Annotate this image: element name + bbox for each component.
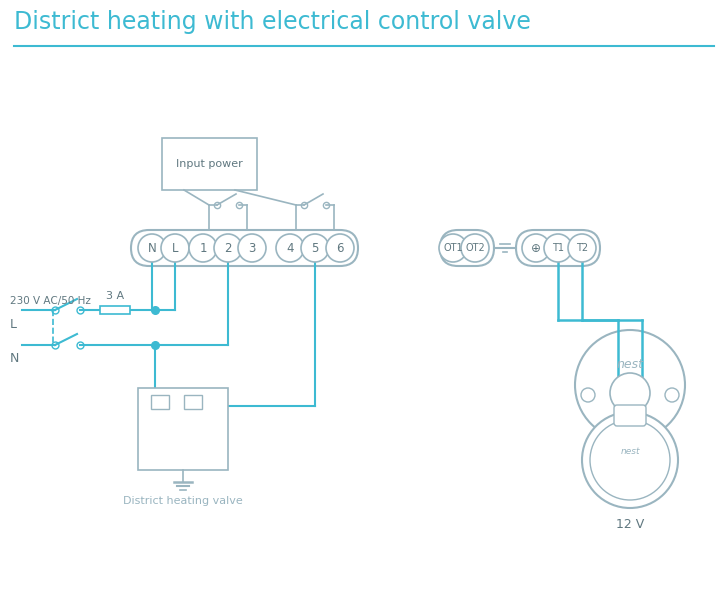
Circle shape [161,234,189,262]
Text: 4: 4 [286,242,294,254]
Text: N: N [156,396,165,409]
Circle shape [238,234,266,262]
Text: 3 A: 3 A [106,291,124,301]
Text: N: N [148,242,157,254]
Text: 12 V: 12 V [616,518,644,531]
Text: L: L [172,242,178,254]
FancyBboxPatch shape [516,230,600,266]
Circle shape [301,234,329,262]
Circle shape [461,234,489,262]
Circle shape [568,234,596,262]
Text: District heating with electrical control valve: District heating with electrical control… [14,10,531,34]
Circle shape [214,234,242,262]
Bar [138,388,228,470]
Text: 2: 2 [224,242,232,254]
Text: L: L [190,396,197,409]
Text: nest: nest [620,447,640,457]
Circle shape [665,388,679,402]
Text: T2: T2 [576,243,588,253]
Text: 230 V AC/50 Hz: 230 V AC/50 Hz [10,296,91,306]
Circle shape [138,234,166,262]
Text: OT2: OT2 [465,243,485,253]
Circle shape [581,388,595,402]
Circle shape [544,234,572,262]
Text: District heating valve: District heating valve [123,496,243,506]
Text: L: L [10,318,17,330]
Text: 5: 5 [312,242,319,254]
Bar [162,138,257,190]
Circle shape [276,234,304,262]
Text: 1: 1 [199,242,207,254]
Circle shape [575,330,685,440]
Text: T1: T1 [552,243,564,253]
Bar [100,306,130,314]
Circle shape [590,420,670,500]
Circle shape [522,234,550,262]
Circle shape [439,234,467,262]
Text: 3: 3 [248,242,256,254]
FancyBboxPatch shape [131,230,358,266]
FancyBboxPatch shape [614,405,646,426]
Text: ⊕: ⊕ [531,242,541,254]
Bar [184,395,202,409]
Text: N: N [10,352,20,365]
FancyBboxPatch shape [440,230,494,266]
Circle shape [189,234,217,262]
Text: OT1: OT1 [443,243,463,253]
Bar [151,395,169,409]
Circle shape [582,412,678,508]
Circle shape [610,373,650,413]
Text: 6: 6 [336,242,344,254]
Text: nest: nest [617,359,644,371]
Text: Input power: Input power [176,159,243,169]
Circle shape [326,234,354,262]
